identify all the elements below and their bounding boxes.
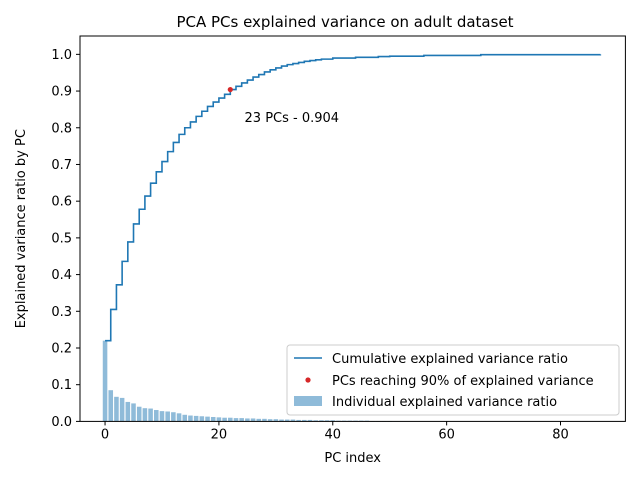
- variance-bar: [233, 418, 239, 422]
- x-tick-label: 20: [211, 427, 228, 442]
- variance-bar: [210, 416, 216, 422]
- threshold-point: [227, 86, 233, 93]
- variance-bar: [324, 420, 330, 422]
- cumulative-variance-line: [105, 53, 602, 342]
- legend-label-individual: Individual explained variance ratio: [332, 395, 557, 410]
- variance-bar: [119, 397, 125, 422]
- variance-bar: [302, 419, 307, 422]
- variance-bar: [330, 420, 336, 422]
- variance-bar: [193, 415, 199, 422]
- variance-bar: [262, 418, 267, 422]
- variance-bar: [256, 418, 262, 422]
- variance-bar: [290, 419, 296, 422]
- plot-frame: [79, 35, 626, 422]
- y-tick-label: 0.2: [51, 341, 72, 356]
- y-tick-label: 0.5: [51, 231, 72, 246]
- variance-bar: [154, 410, 159, 422]
- variance-bar: [245, 418, 250, 422]
- variance-bar: [222, 417, 227, 422]
- variance-bar: [319, 420, 324, 422]
- threshold-markers: [227, 86, 233, 93]
- variance-bar: [284, 419, 290, 422]
- variance-bar: [296, 419, 301, 422]
- y-tick-label: 1.0: [51, 48, 72, 63]
- variance-bar: [165, 411, 170, 422]
- variance-bar: [131, 403, 136, 422]
- legend-label-cumulative: Cumulative explained variance ratio: [332, 352, 568, 367]
- x-tick-label: 60: [438, 427, 455, 442]
- variance-bar: [102, 340, 108, 422]
- y-tick-label: 0.3: [51, 305, 72, 320]
- y-axis-ticks: 0.0 0.1 0.2 0.3 0.4 0.5 0.6 0.7 0.8 0.9 1.0: [51, 48, 80, 430]
- individual-variance-bars: [102, 340, 392, 422]
- x-tick-label: 40: [325, 427, 342, 442]
- variance-bar: [176, 413, 182, 422]
- variance-bar: [125, 401, 131, 422]
- variance-bar: [307, 419, 313, 422]
- variance-bar: [159, 411, 165, 422]
- y-tick-label: 0.0: [51, 415, 72, 430]
- variance-bar: [267, 419, 273, 422]
- x-axis-ticks: 0 20 40 60 80: [101, 421, 569, 442]
- y-tick-label: 0.7: [51, 158, 72, 173]
- x-tick-label: 0: [101, 427, 109, 442]
- legend-bar-swatch: [294, 396, 322, 406]
- x-tick-label: 80: [552, 427, 569, 442]
- y-tick-label: 0.1: [51, 378, 72, 393]
- variance-bar: [250, 418, 256, 422]
- y-tick-label: 0.6: [51, 195, 72, 210]
- variance-bar: [108, 390, 114, 422]
- variance-bar: [228, 417, 233, 422]
- variance-bar: [182, 414, 188, 422]
- y-tick-label: 0.9: [51, 85, 72, 100]
- legend-box: [286, 344, 620, 416]
- x-axis-label: PC index: [324, 451, 381, 466]
- variance-bar: [199, 416, 205, 422]
- variance-bar: [188, 415, 193, 422]
- legend: Cumulative explained variance ratio PCs …: [286, 344, 620, 416]
- y-axis-label: Explained variance ratio by PC: [14, 129, 29, 328]
- legend-marker-swatch: [305, 377, 311, 383]
- legend-label-threshold: PCs reaching 90% of explained variance: [332, 374, 594, 389]
- variance-bar: [142, 408, 148, 422]
- y-tick-label: 0.4: [51, 268, 72, 283]
- variance-bar: [239, 418, 244, 422]
- chart-title: PCA PCs explained variance on adult data…: [176, 13, 513, 31]
- variance-bar: [216, 417, 222, 422]
- y-tick-label: 0.8: [51, 121, 72, 136]
- variance-bar: [136, 406, 142, 422]
- variance-bar: [171, 412, 176, 422]
- threshold-annotation: 23 PCs - 0.904: [245, 111, 340, 126]
- variance-bar: [205, 416, 210, 422]
- variance-bar: [273, 419, 279, 422]
- variance-bar: [313, 420, 318, 422]
- variance-bar: [148, 408, 153, 422]
- variance-bar: [279, 419, 284, 422]
- variance-bar: [114, 396, 119, 422]
